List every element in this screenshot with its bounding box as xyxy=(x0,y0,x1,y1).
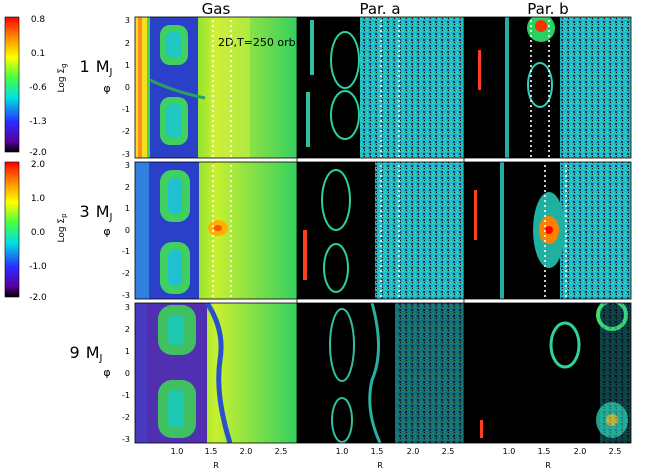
x-tick-label: 2.0 xyxy=(407,447,420,456)
panel-par-b-3mj xyxy=(464,162,631,299)
colorbar-particles-tick: 1.0 xyxy=(31,194,46,204)
x-tick-label: 2.0 xyxy=(574,447,587,456)
y-tick-label: 2 xyxy=(125,183,130,192)
y-tick-label: 3 xyxy=(125,303,130,312)
row-label-9mj: 9 MJ xyxy=(70,343,103,364)
x-tick-label: 1.0 xyxy=(503,447,516,456)
y-tick-label: -3 xyxy=(122,291,130,300)
x-axis-label: R xyxy=(213,461,219,470)
y-tick-label: -2 xyxy=(122,127,130,136)
y-tick-label: -3 xyxy=(122,435,130,444)
y-axis-label: φ xyxy=(103,82,110,95)
colorbar-gas: 0.8 0.1 -0.6 -1.3 -2.0 Log Σg xyxy=(4,15,68,158)
colorbar-gas-label: Log Σg xyxy=(57,63,68,92)
colorbar-particles-tick: 0.0 xyxy=(31,228,46,238)
y-tick-label: -1 xyxy=(122,105,130,114)
panel-par-b-1mj xyxy=(464,17,631,158)
panel-frames xyxy=(134,16,632,444)
colorbar-particles-tick: -2.0 xyxy=(29,293,47,303)
x-tick-label: 2.5 xyxy=(442,447,455,456)
y-tick-label: 1 xyxy=(125,204,130,213)
x-ticks-par-b: 1.0 1.5 2.0 2.5 R xyxy=(503,447,622,470)
x-tick-label: 2.5 xyxy=(609,447,622,456)
y-tick-label: -2 xyxy=(122,413,130,422)
y-tick-label: 0 xyxy=(125,226,130,235)
x-axis-label: R xyxy=(377,461,383,470)
row-label-1mj: 1 MJ xyxy=(80,57,113,78)
panel-par-a-9mj xyxy=(297,303,464,443)
y-tick-label: -3 xyxy=(122,150,130,159)
y-tick-label: -2 xyxy=(122,269,130,278)
y-ticks-row1: 3 2 1 0 -1 -2 -3 xyxy=(122,16,130,159)
y-tick-label: -1 xyxy=(122,247,130,256)
panel-gas-3mj xyxy=(135,162,297,299)
x-tick-label: 2.0 xyxy=(240,447,253,456)
panel-par-a-1mj xyxy=(297,17,464,158)
x-tick-label: 1.5 xyxy=(205,447,218,456)
y-tick-label: 1 xyxy=(125,61,130,70)
panel-gas-1mj xyxy=(135,17,297,158)
y-tick-label: 1 xyxy=(125,347,130,356)
y-tick-label: 2 xyxy=(125,325,130,334)
colorbar-gas-tick: 0.8 xyxy=(31,15,46,25)
colorbar-particles-tick: 2.0 xyxy=(31,160,46,170)
y-tick-label: 0 xyxy=(125,83,130,92)
colorbar-gas-tick: -0.6 xyxy=(29,83,47,93)
reference-lines xyxy=(212,20,567,299)
x-tick-label: 1.5 xyxy=(538,447,551,456)
y-axis-label: φ xyxy=(103,225,110,238)
column-title-par-b: Par. b xyxy=(527,0,568,18)
column-title-gas: Gas xyxy=(202,0,231,18)
y-tick-label: 0 xyxy=(125,369,130,378)
row-label-3mj: 3 MJ xyxy=(80,202,113,223)
x-axis-label: R xyxy=(545,461,551,470)
colorbar-particles: 2.0 1.0 0.0 -1.0 -2.0 Log Σp xyxy=(4,160,68,303)
y-tick-label: 3 xyxy=(125,16,130,25)
x-ticks-par-a: 1.0 1.5 2.0 2.5 R xyxy=(336,447,455,470)
x-tick-label: 1.0 xyxy=(171,447,184,456)
x-tick-label: 2.5 xyxy=(275,447,288,456)
x-tick-label: 1.5 xyxy=(371,447,384,456)
colorbar-particles-label: Log Σp xyxy=(57,213,68,243)
y-tick-label: 2 xyxy=(125,39,130,48)
column-title-par-a: Par. a xyxy=(359,0,400,18)
y-tick-label: 3 xyxy=(125,161,130,170)
colorbar-gas-tick: -2.0 xyxy=(29,148,47,158)
x-ticks-gas: 1.0 1.5 2.0 2.5 R xyxy=(171,447,288,470)
panel-gas-9mj xyxy=(135,303,297,443)
colorbar-particles-tick: -1.0 xyxy=(29,262,47,272)
colorbar-gas-tick: -1.3 xyxy=(29,117,47,127)
colorbar-gas-tick: 0.1 xyxy=(31,49,45,59)
panel-annotation: 2D,T=250 orb xyxy=(218,36,296,49)
y-ticks-row2: 3 2 1 0 -1 -2 -3 xyxy=(122,161,130,300)
y-ticks-row3: 3 2 1 0 -1 -2 -3 xyxy=(122,303,130,444)
y-axis-label: φ xyxy=(103,366,110,379)
x-tick-label: 1.0 xyxy=(336,447,349,456)
y-tick-label: -1 xyxy=(122,391,130,400)
panel-par-b-9mj xyxy=(464,303,631,443)
